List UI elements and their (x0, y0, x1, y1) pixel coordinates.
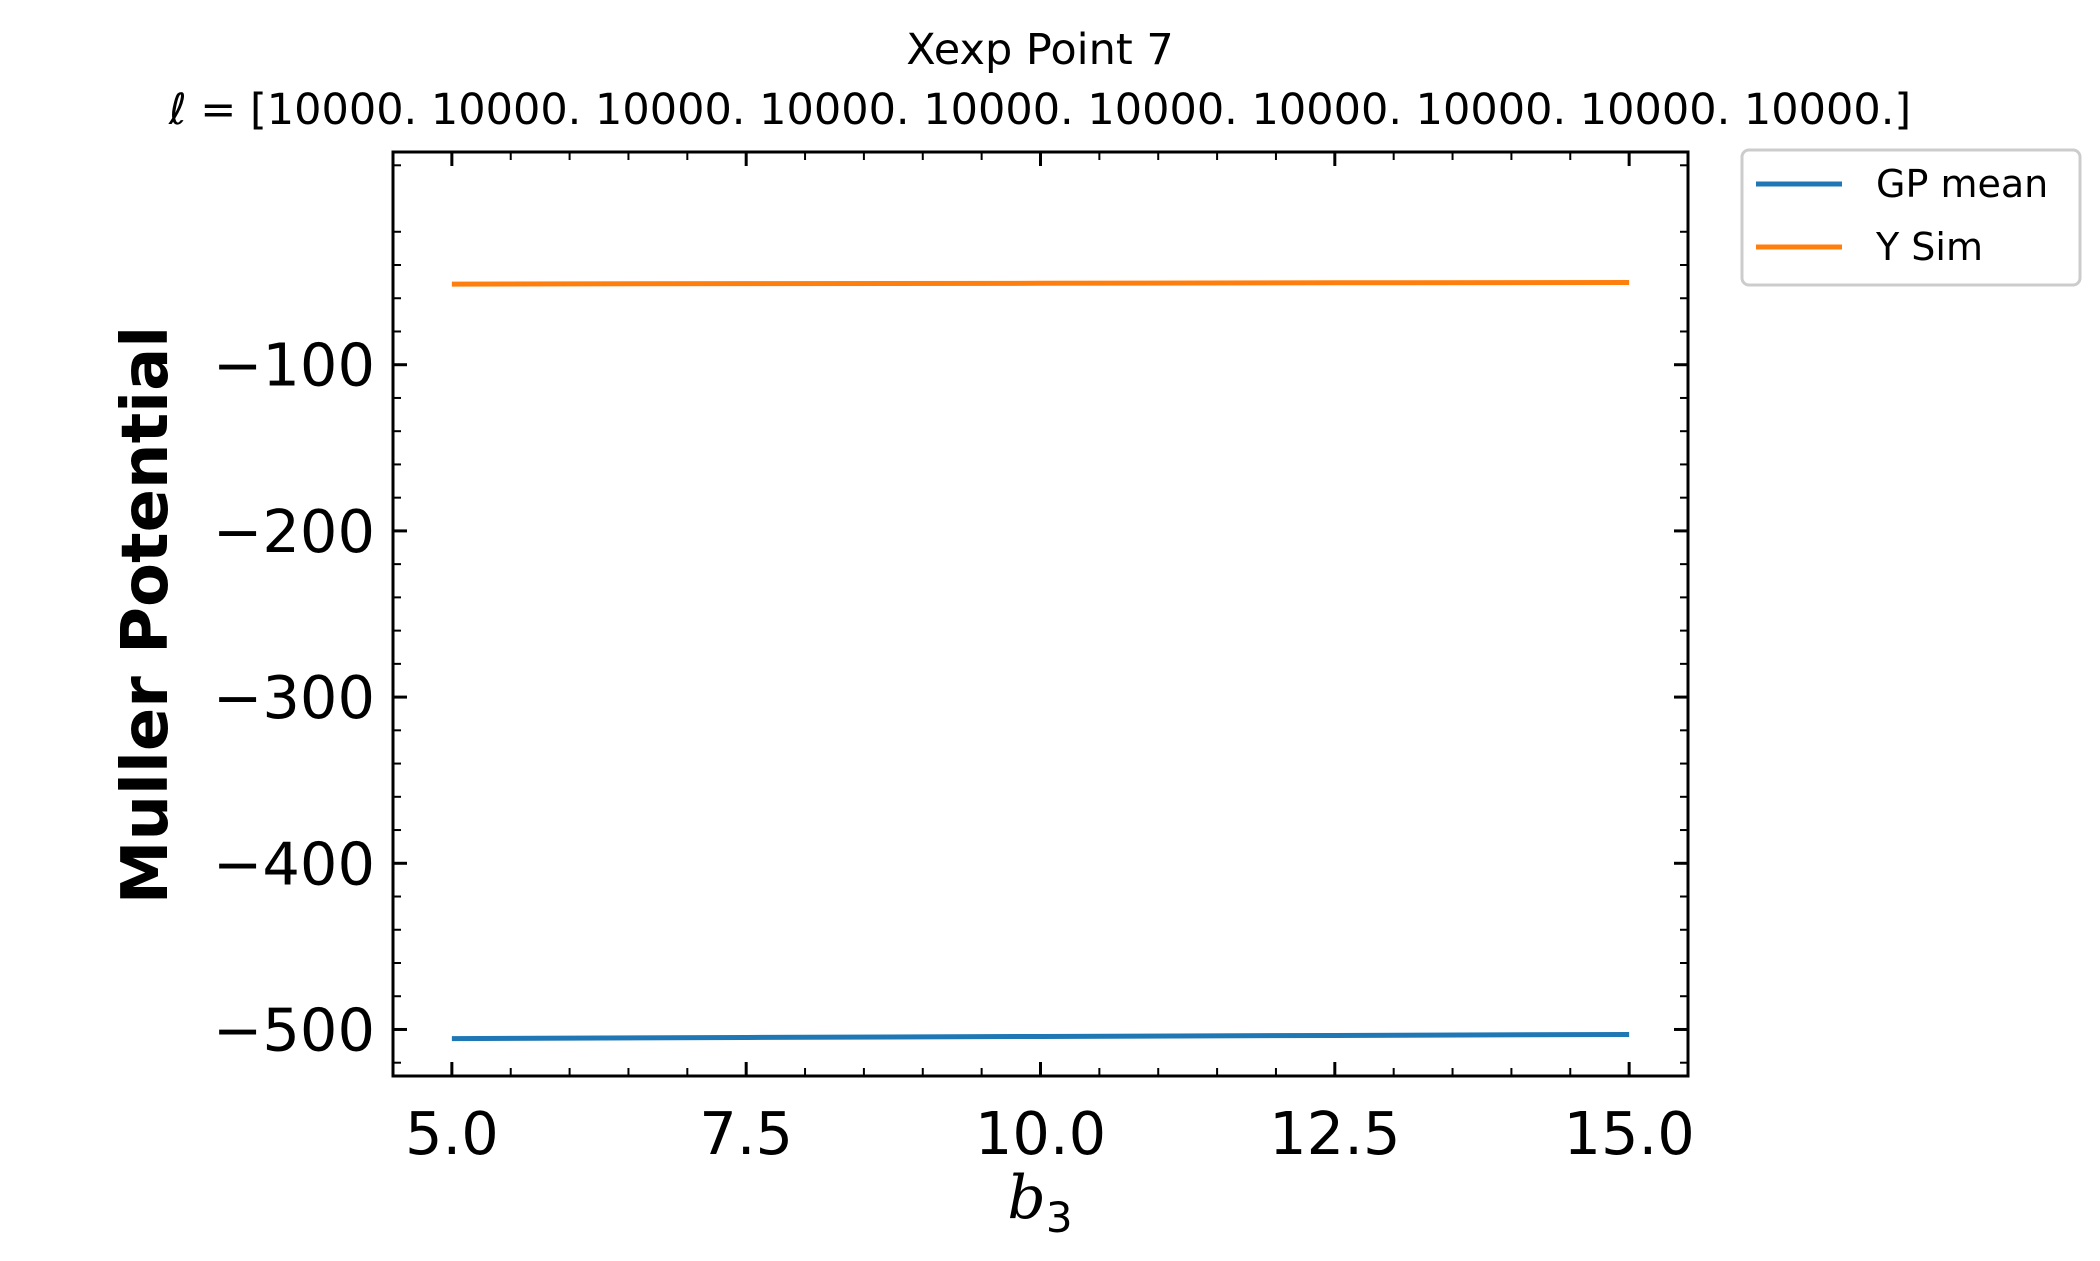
plot-area: 5.0 7.5 10.0 12.5 15.0 −100 −200 −300 −400 −500 (213, 150, 1695, 1168)
y-tick-label: −400 (213, 829, 375, 898)
y-tick-label: −100 (213, 331, 375, 400)
x-tick-label: 12.5 (1269, 1099, 1400, 1168)
axes-frame (391, 150, 1690, 1078)
legend: GP mean Y Sim (1740, 148, 2082, 287)
y-axis-label: Muller Potential (109, 326, 183, 904)
x-tick-label: 10.0 (975, 1099, 1106, 1168)
chart-subtitle: ℓ = [10000. 10000. 10000. 10000. 10000. … (168, 85, 1911, 135)
y-tick-label: −500 (213, 995, 375, 1064)
y-tick-label: −200 (213, 497, 375, 566)
chart-title: Xexp Point 7 (906, 25, 1173, 75)
series-line-gp-mean (451, 1031, 1630, 1042)
x-axis-label: b3 (1007, 1163, 1072, 1242)
y-tick-label: −300 (213, 663, 375, 732)
x-tick-label: 15.0 (1563, 1099, 1694, 1168)
series-line-y-sim (451, 279, 1630, 287)
x-axis-label-subscript: 3 (1046, 1193, 1073, 1242)
legend-label: GP mean (1876, 162, 2048, 206)
x-tick-label: 7.5 (699, 1099, 793, 1168)
x-axis-label-base: b (1007, 1163, 1045, 1233)
x-tick-label: 5.0 (405, 1099, 499, 1168)
legend-label: Y Sim (1875, 225, 1983, 269)
